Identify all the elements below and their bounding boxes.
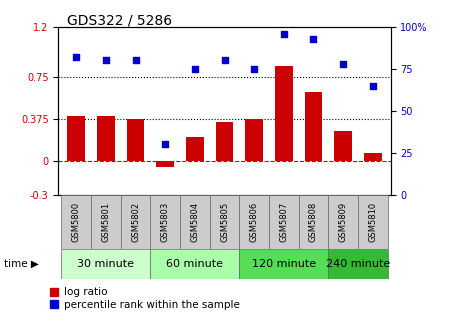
Bar [299, 195, 328, 249]
Bar [150, 195, 180, 249]
Bar [304, 92, 322, 161]
Bar [328, 249, 387, 279]
Text: 60 minute: 60 minute [166, 259, 223, 269]
Point [280, 31, 287, 36]
Point [339, 61, 347, 67]
Text: GSM5807: GSM5807 [279, 202, 288, 242]
Bar [67, 117, 85, 161]
Text: GSM5806: GSM5806 [250, 202, 259, 242]
Point [132, 58, 139, 63]
Legend: log ratio, percentile rank within the sample: log ratio, percentile rank within the sa… [50, 288, 239, 309]
Bar [62, 195, 91, 249]
Text: GSM5800: GSM5800 [72, 202, 81, 242]
Bar [62, 249, 150, 279]
Text: GSM5801: GSM5801 [101, 202, 110, 242]
Text: GSM5810: GSM5810 [368, 202, 377, 242]
Bar [269, 195, 299, 249]
Point [221, 58, 228, 63]
Text: GSM5804: GSM5804 [190, 202, 199, 242]
Text: GSM5805: GSM5805 [220, 202, 229, 242]
Bar [358, 195, 387, 249]
Text: 120 minute: 120 minute [252, 259, 316, 269]
Bar [97, 117, 115, 161]
Bar [150, 249, 239, 279]
Text: GSM5803: GSM5803 [161, 202, 170, 242]
Bar [239, 249, 328, 279]
Text: GSM5809: GSM5809 [339, 202, 348, 242]
Bar [275, 66, 293, 161]
Point [73, 54, 80, 60]
Text: 240 minute: 240 minute [326, 259, 390, 269]
Bar [334, 131, 352, 161]
Point [310, 36, 317, 41]
Bar [239, 195, 269, 249]
Bar [121, 195, 150, 249]
Point [251, 66, 258, 72]
Bar [245, 119, 263, 161]
Bar [364, 154, 382, 161]
Point [162, 142, 169, 147]
Bar [127, 119, 145, 161]
Bar [186, 137, 204, 161]
Point [102, 58, 110, 63]
Text: GSM5802: GSM5802 [131, 202, 140, 242]
Bar [328, 195, 358, 249]
Bar [180, 195, 210, 249]
Bar [216, 122, 233, 161]
Bar [156, 161, 174, 167]
Text: 30 minute: 30 minute [77, 259, 134, 269]
Point [369, 83, 376, 88]
Bar [210, 195, 239, 249]
Text: GSM5808: GSM5808 [309, 202, 318, 242]
Text: time ▶: time ▶ [4, 259, 40, 269]
Point [191, 66, 198, 72]
Text: GDS322 / 5286: GDS322 / 5286 [67, 13, 172, 28]
Bar [91, 195, 121, 249]
